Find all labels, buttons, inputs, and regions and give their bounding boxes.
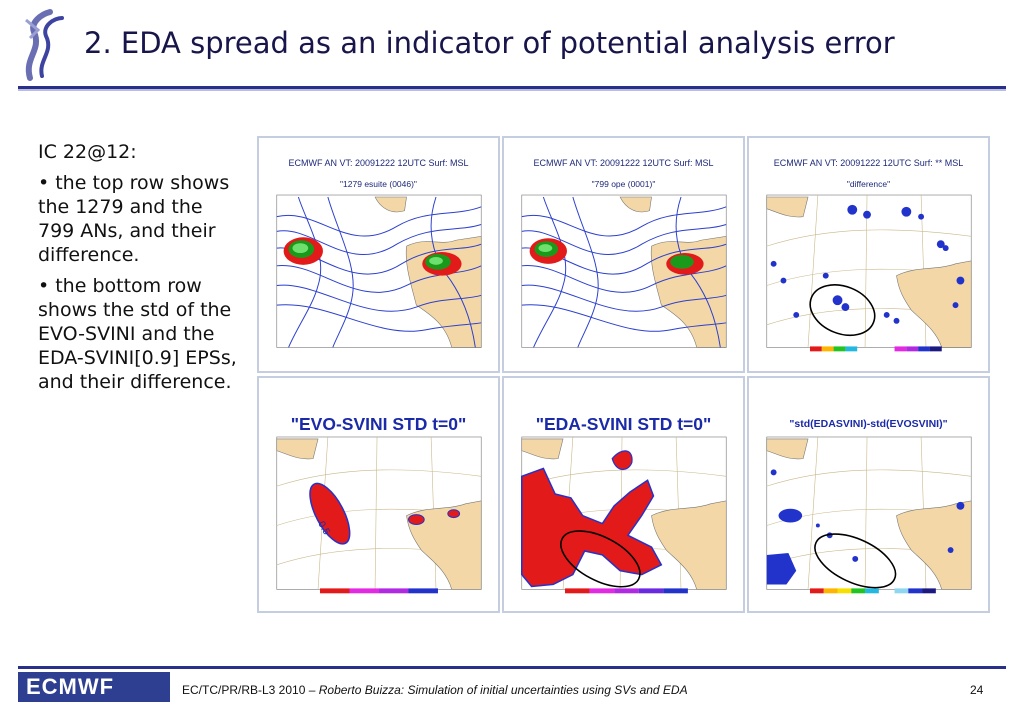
- panel-header: ECMWF AN VT: 20091222 12UTC Surf: MSL: [288, 158, 469, 168]
- panel-header: ECMWF AN VT: 20091222 12UTC Surf: MSL: [533, 158, 714, 168]
- map-panel-std-difference: "std(EDASVINI)-std(EVOSVINI)": [747, 376, 990, 613]
- map-panel-eda-svini: "EDA-SVINI STD t=0": [502, 376, 745, 613]
- panel-title: "EVO-SVINI STD t=0": [290, 414, 467, 434]
- panel-header: ECMWF AN VT: 20091222 12UTC Surf: ** MSL: [773, 158, 964, 168]
- color-scale-bar: [810, 588, 936, 594]
- panel-subtitle: "799 ope (0001)": [591, 179, 656, 189]
- map-panel-evo-svini: 0.5 "EVO-SVINI STD t=0": [257, 376, 500, 613]
- map-panel-difference: ECMWF AN VT: 20091222 12UTC Surf: ** MSL…: [747, 136, 990, 373]
- std-map: 0.5: [276, 436, 482, 594]
- footer-author-title: Roberto Buizza: Simulation of initial un…: [318, 683, 688, 697]
- bullet-bottom-row: • the bottom row shows the std of the EVO…: [38, 274, 238, 394]
- color-scale-bar: [810, 346, 942, 352]
- bullet-text: the top row shows the 1279 and the 799 A…: [38, 172, 230, 266]
- footer-prefix: EC/TC/PR/RB-L3 2010 –: [182, 683, 319, 697]
- slide-title: 2. EDA spread as an indicator of potenti…: [84, 26, 895, 60]
- panel-title: "EDA-SVINI STD t=0": [535, 414, 712, 434]
- std-difference-map: [766, 436, 972, 594]
- bullet-icon: •: [38, 275, 50, 297]
- msl-contour-map: [521, 194, 727, 348]
- logo-text: ECMWF: [26, 674, 115, 699]
- panel-title: "std(EDASVINI)-std(EVOSVINI)": [789, 418, 948, 430]
- ecmwf-logo: ECMWF: [18, 672, 170, 702]
- color-scale-bar: [320, 588, 438, 594]
- bullet-text: the bottom row shows the std of the EVO-…: [38, 275, 237, 393]
- std-map: [521, 436, 727, 594]
- msl-contour-map: [276, 194, 482, 348]
- difference-map: [766, 194, 972, 352]
- ecmwf-swirl-logo: [25, 9, 64, 81]
- body-text: IC 22@12: • the top row shows the 1279 an…: [38, 140, 238, 401]
- map-panel-1279: ECMWF AN VT: 20091222 12UTC Surf: MSL "1…: [257, 136, 500, 373]
- footer-citation: EC/TC/PR/RB-L3 2010 – Roberto Buizza: Si…: [182, 683, 688, 697]
- color-scale-bar: [565, 588, 688, 594]
- map-panel-799: ECMWF AN VT: 20091222 12UTC Surf: MSL "7…: [502, 136, 745, 373]
- ic-heading: IC 22@12:: [38, 141, 137, 163]
- panel-subtitle: "1279 esuite (0046)": [340, 179, 417, 189]
- footer-divider: [18, 666, 1006, 669]
- bullet-icon: •: [38, 172, 50, 194]
- title-divider: [18, 86, 1006, 91]
- panel-subtitle: "difference": [846, 179, 891, 189]
- page-number: 24: [970, 683, 984, 697]
- bullet-top-row: • the top row shows the 1279 and the 799 …: [38, 171, 238, 267]
